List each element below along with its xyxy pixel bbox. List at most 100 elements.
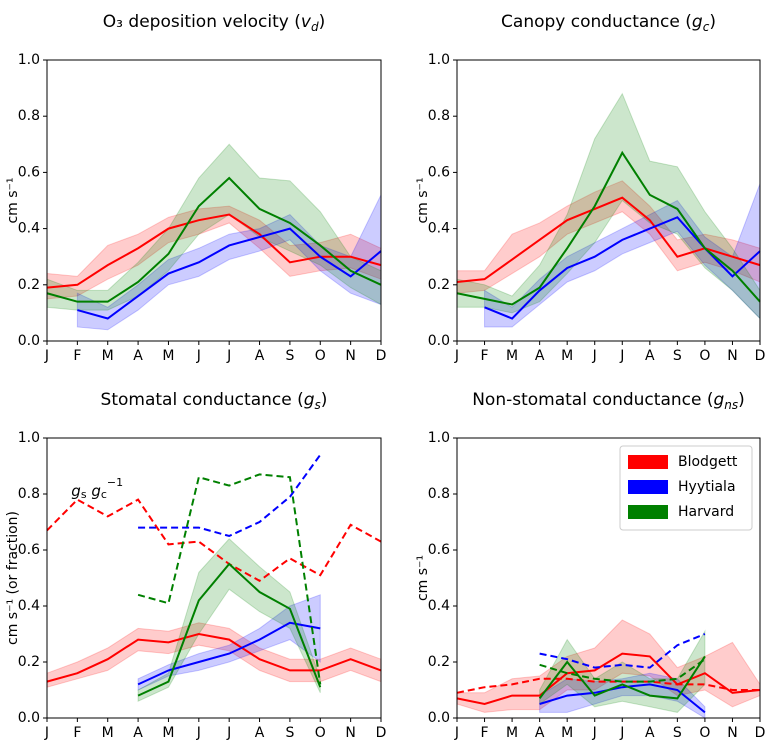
legend-swatch [628,480,668,494]
series-line [456,652,761,706]
series-line [137,562,322,697]
x-tick-label: F [481,725,489,741]
x-tick-label: O [699,348,710,364]
title-part: d [311,20,319,34]
range-band [137,538,321,702]
ratio-line [539,658,706,683]
annotation-part: g [87,482,101,500]
x-tick-label: J [196,348,201,364]
y-tick-label: 1.0 [428,52,450,68]
panel-title: Non-stomatal conductance (gns) [472,390,745,412]
annotation-part: c [101,488,107,501]
annotation-part: −1 [107,476,123,489]
y-tick-label: 0.8 [428,486,450,502]
x-tick-label: F [73,725,81,741]
x-tick-label: M [561,725,573,741]
y-tick-label: 0.2 [428,277,450,293]
title-part: s [315,398,321,412]
x-tick-label: S [673,348,682,364]
y-tick-label: 0.4 [18,598,40,614]
y-tick-label: 1.0 [18,52,40,68]
panel-title: Canopy conductance (gc) [501,12,716,34]
y-tick-label: 0.0 [18,710,40,726]
y-tick-label: 1.0 [18,430,40,446]
x-tick-label: O [699,725,710,741]
x-tick-label: A [645,348,655,364]
x-tick-label: A [255,725,265,741]
x-tick-label: S [673,725,682,741]
series-line [46,213,382,289]
x-tick-label: M [162,348,174,364]
range-band [539,629,706,713]
x-tick-label: M [506,725,518,741]
y-tick-label: 0.2 [18,654,40,670]
x-tick-label: D [755,725,766,741]
x-tick-label: A [133,725,143,741]
ratio-line [137,473,322,685]
x-tick-label: S [285,725,294,741]
x-tick-label: J [44,348,49,364]
x-tick-label: N [727,725,737,741]
y-tick-label: 0.6 [428,542,450,558]
y-tick-label: 0.0 [18,333,40,349]
x-tick-label: J [619,348,624,364]
x-tick-label: F [481,348,489,364]
axes-frame [46,437,382,719]
y-tick-label: 0.6 [18,164,40,180]
annotation: gs gc−1 [71,476,123,501]
y-tick-label: 0.6 [18,542,40,558]
y-axis-label: cm s⁻¹ [415,177,431,223]
title-part: Canopy conductance ( [501,12,692,32]
title-part: ) [321,390,328,410]
series-line [77,227,382,320]
title-part: c [703,20,710,34]
ratio-line [539,633,706,669]
y-tick-label: 0.4 [428,221,450,237]
axes-frame [456,437,761,719]
y-tick-label: 0.0 [428,333,450,349]
series-line [484,216,761,320]
title-part: ) [319,12,326,32]
series-line [46,632,382,683]
legend-label: Harvard [678,504,734,520]
x-tick-label: N [345,725,355,741]
title-part: Stomatal conductance ( [101,390,304,410]
range-band [456,92,761,320]
x-tick-label: S [285,348,294,364]
y-tick-label: 0.6 [428,164,450,180]
x-tick-label: J [619,725,624,741]
title-part: ) [709,12,716,32]
title-part: Non-stomatal conductance ( [472,390,713,410]
x-tick-label: O [315,725,326,741]
y-tick-label: 0.2 [428,654,450,670]
legend-swatch [628,455,668,469]
title-part: g [692,12,703,32]
series-line [456,150,761,306]
series-line [538,655,706,700]
title-part: g [304,390,315,410]
x-tick-label: M [102,725,114,741]
series-line [456,196,761,283]
panel-title: O₃ deposition velocity (vd) [103,12,325,34]
y-tick-label: 0.8 [18,486,40,502]
x-tick-label: N [727,348,737,364]
y-axis-label: cm s⁻¹ [415,555,431,601]
series-line [46,176,382,303]
x-tick-label: F [73,348,81,364]
x-tick-label: D [376,725,387,741]
x-tick-label: M [506,348,518,364]
x-tick-label: D [376,348,387,364]
legend-swatch [628,505,668,519]
series-line [137,621,321,686]
title-part: O₃ deposition velocity ( [103,12,301,32]
annotation-part: g [71,482,81,500]
title-part: v [301,12,312,32]
x-tick-label: J [454,725,459,741]
legend-label: Blodgett [678,454,738,470]
x-tick-label: A [255,348,265,364]
y-tick-label: 0.4 [18,221,40,237]
title-part: ) [738,390,745,410]
x-tick-label: J [196,725,201,741]
